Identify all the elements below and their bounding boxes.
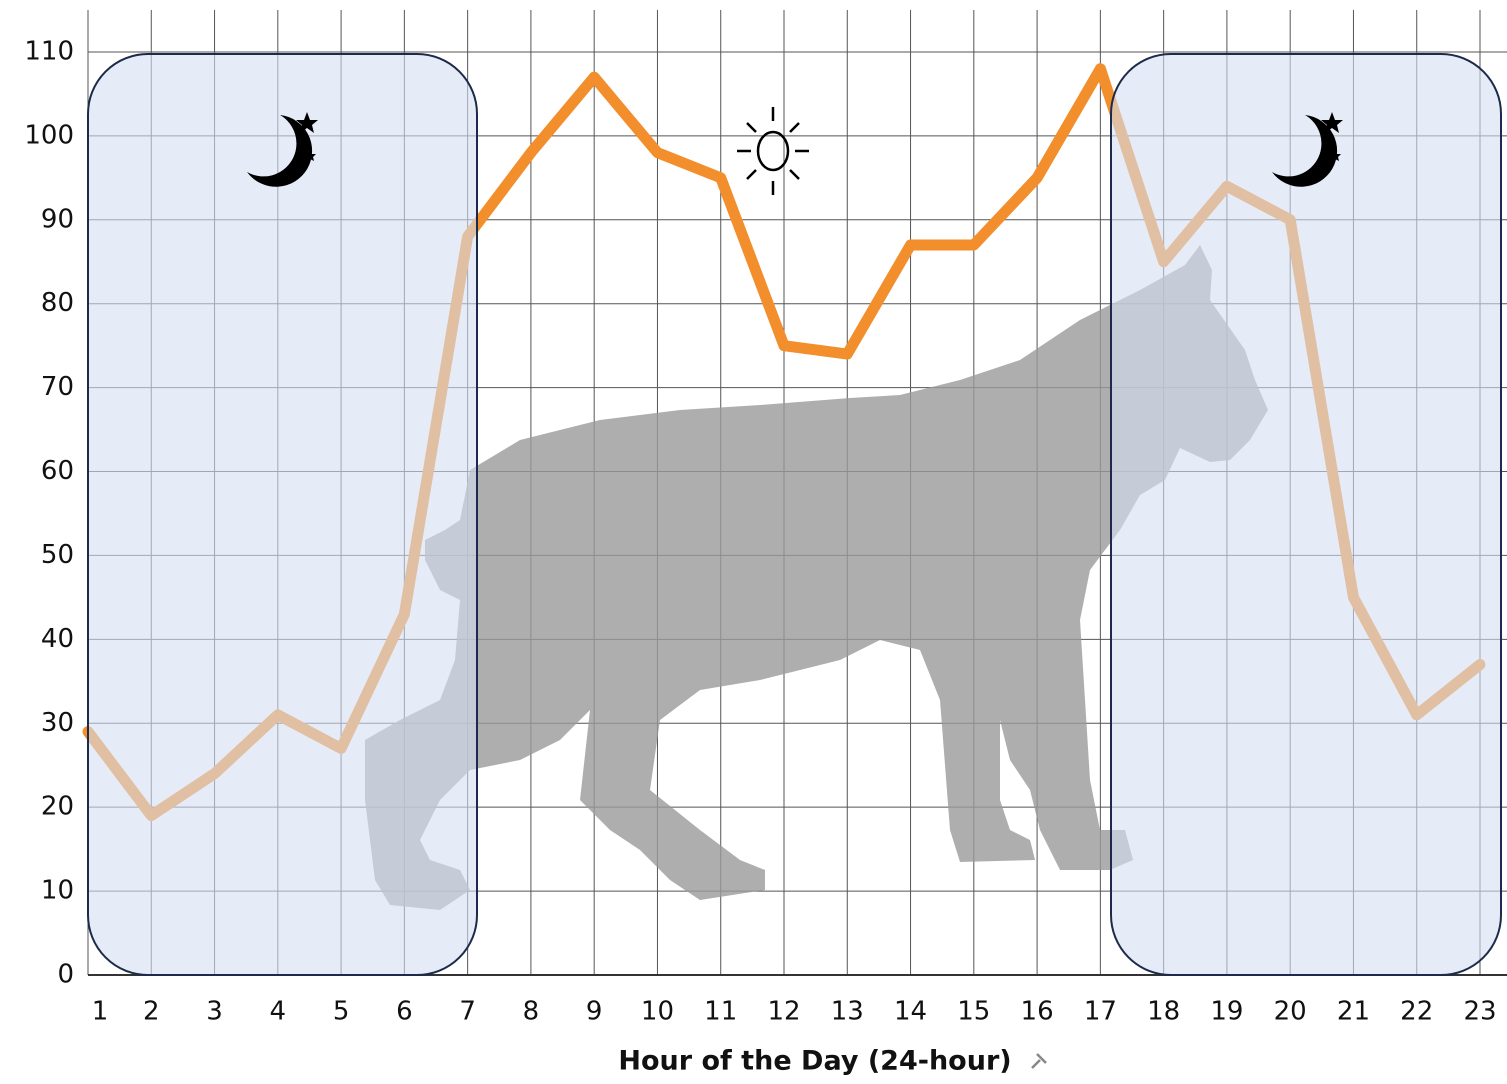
x-tick-label: 19 xyxy=(1210,997,1243,1027)
x-tick-label: 1 xyxy=(92,997,109,1027)
night-panel xyxy=(1110,53,1502,976)
night-panel xyxy=(87,53,478,976)
x-tick-label: 20 xyxy=(1274,997,1307,1027)
y-tick-label: 40 xyxy=(41,624,74,654)
x-tick-label: 8 xyxy=(523,997,540,1027)
x-tick-label: 6 xyxy=(396,997,413,1027)
x-tick-label: 18 xyxy=(1147,997,1180,1027)
x-tick-label: 4 xyxy=(270,997,287,1027)
moon-icon xyxy=(247,112,318,187)
y-tick-label: 30 xyxy=(41,708,74,738)
y-tick-label: 10 xyxy=(41,876,74,906)
y-tick-label: 0 xyxy=(57,960,74,990)
x-tick-label: 2 xyxy=(143,997,160,1027)
y-tick-label: 20 xyxy=(41,792,74,822)
x-tick-label: 12 xyxy=(767,997,800,1027)
y-tick-label: 80 xyxy=(41,288,74,318)
y-tick-label: 110 xyxy=(24,36,74,66)
x-axis-title: Hour of the Day (24-hour) xyxy=(618,1046,1011,1077)
x-tick-label: 5 xyxy=(333,997,350,1027)
x-tick-label: 13 xyxy=(831,997,864,1027)
x-tick-label: 16 xyxy=(1021,997,1054,1027)
x-tick-label: 21 xyxy=(1337,997,1370,1027)
y-tick-label: 90 xyxy=(41,204,74,234)
x-tick-label: 22 xyxy=(1400,997,1433,1027)
y-tick-label: 70 xyxy=(41,372,74,402)
x-tick-label: 10 xyxy=(641,997,674,1027)
x-tick-label: 11 xyxy=(704,997,737,1027)
x-tick-label: 7 xyxy=(459,997,476,1027)
pin-icon xyxy=(1031,1053,1047,1069)
x-tick-label: 3 xyxy=(206,997,223,1027)
sun-icon xyxy=(737,107,809,195)
x-tick-label: 17 xyxy=(1084,997,1117,1027)
x-tick-label: 14 xyxy=(894,997,927,1027)
y-tick-label: 100 xyxy=(24,120,74,150)
x-tick-label: 23 xyxy=(1463,997,1496,1027)
y-tick-label: 60 xyxy=(41,456,74,486)
y-tick-label: 50 xyxy=(41,540,74,570)
moon-icon xyxy=(1272,112,1343,187)
x-tick-label: 9 xyxy=(586,997,603,1027)
cat-silhouette xyxy=(365,245,1268,910)
x-tick-label: 15 xyxy=(957,997,990,1027)
